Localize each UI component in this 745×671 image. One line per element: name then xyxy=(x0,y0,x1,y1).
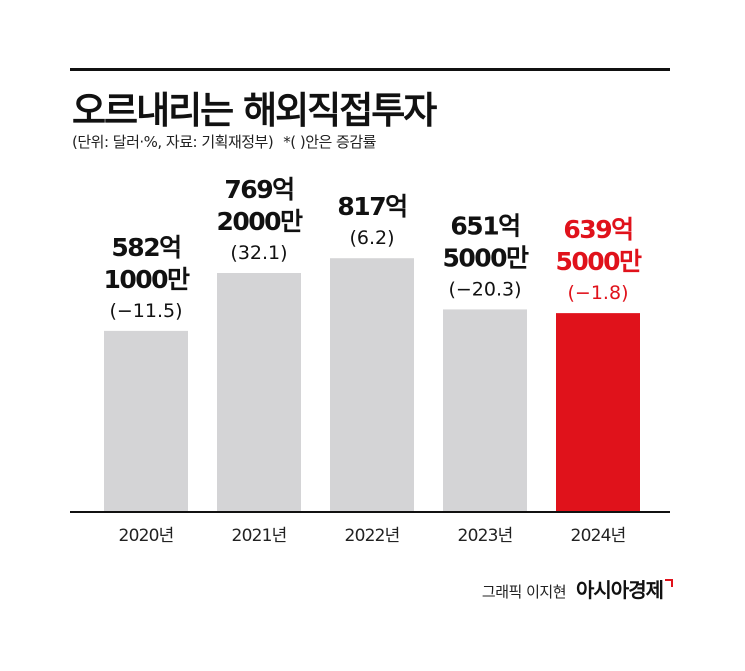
brand-logo: 아시아경제 xyxy=(576,574,673,603)
value-label: 651억 xyxy=(450,211,519,240)
unit-source-note: (단위: 달러·%, 자료: 기획재정부) xyxy=(72,133,274,151)
growth-rate-label: (−20.3) xyxy=(448,278,521,300)
top-rule xyxy=(70,68,670,71)
growth-rate-label: (32.1) xyxy=(230,242,287,264)
value-label: 5000만 xyxy=(442,243,529,272)
x-tick-label: 2021년 xyxy=(232,526,287,546)
value-label: 1000만 xyxy=(103,265,190,294)
growth-rate-note: *( )안은 증감률 xyxy=(283,133,376,151)
value-label: 639억 xyxy=(563,215,632,244)
brand-name: 아시아경제 xyxy=(576,578,664,602)
footer: 그래픽 이지현 아시아경제 xyxy=(482,574,673,603)
bar-2024년 xyxy=(556,313,640,511)
graphic-credit: 그래픽 이지현 xyxy=(481,583,567,601)
x-tick-label: 2024년 xyxy=(571,526,626,546)
x-tick-label: 2023년 xyxy=(458,526,513,546)
bar-2020년 xyxy=(104,330,188,511)
value-label: 2000만 xyxy=(216,207,303,236)
brand-mark-icon xyxy=(665,579,673,587)
value-label: 769억 xyxy=(224,175,293,204)
x-tick-label: 2022년 xyxy=(345,526,400,546)
growth-rate-label: (−11.5) xyxy=(109,300,182,322)
x-axis-line xyxy=(70,511,670,513)
value-label: 817억 xyxy=(337,192,406,221)
value-label: 5000만 xyxy=(555,247,642,276)
value-label: 582억 xyxy=(111,233,180,262)
chart-subtitle: (단위: 달러·%, 자료: 기획재정부) *( )안은 증감률 xyxy=(72,131,376,152)
x-tick-label: 2020년 xyxy=(119,526,174,546)
bar-2022년 xyxy=(330,258,414,511)
growth-rate-label: (6.2) xyxy=(349,227,394,249)
chart-title: 오르내리는 해외직접투자 xyxy=(72,89,437,132)
growth-rate-label: (−1.8) xyxy=(568,282,629,304)
bar-2023년 xyxy=(443,309,527,511)
bar-2021년 xyxy=(217,273,301,511)
